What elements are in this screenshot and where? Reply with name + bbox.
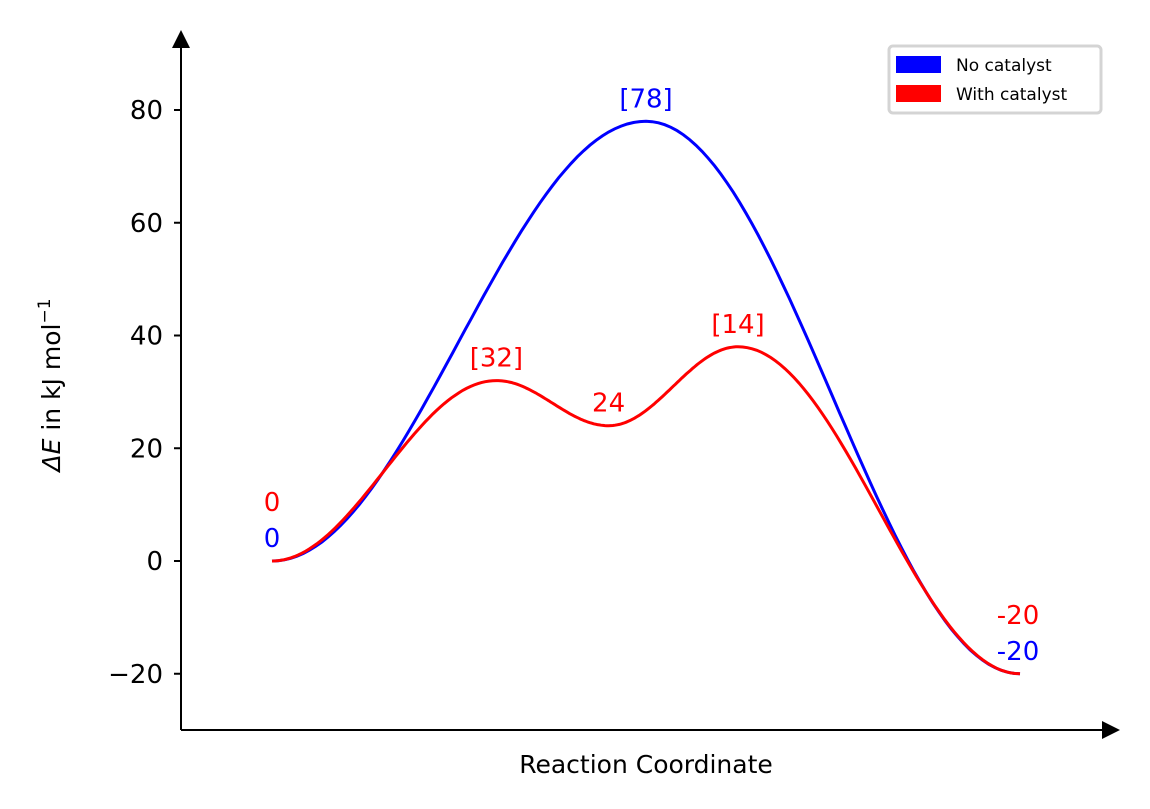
series-line-no-catalyst (271, 119, 1021, 676)
y-axis-arrow (172, 30, 190, 48)
y-tick-label: 0 (146, 547, 163, 577)
annotation-label: [32] (470, 344, 523, 374)
annotation-label: -20 (997, 601, 1039, 631)
y-tick-label: 40 (130, 322, 163, 352)
axes (172, 30, 1120, 739)
legend: No catalyst With catalyst (887, 44, 1103, 115)
annotation-label: [78] (619, 84, 672, 114)
legend-frame (887, 44, 1103, 115)
y-ticks: −20 0 20 40 60 80 (108, 96, 181, 690)
x-axis-arrow (1102, 721, 1120, 739)
annotation-label: 0 (264, 488, 281, 518)
curves (271, 119, 1021, 676)
annotations: [78] [32] 24 [14] 0 0 -20 -20 (264, 84, 1040, 666)
y-axis-label: ΔE in kJ mol−1 (35, 298, 66, 473)
annotation-label: [14] (711, 310, 764, 340)
y-tick-label: −20 (108, 660, 163, 690)
legend-label: With catalyst (956, 85, 1067, 105)
y-tick-label: 20 (130, 434, 163, 464)
annotation-label: 24 (592, 389, 625, 419)
y-label-exponent: −1 (35, 298, 55, 323)
y-label-symbol: ΔE (37, 438, 66, 473)
annotation-label: -20 (997, 637, 1039, 667)
y-tick-label: 60 (130, 209, 163, 239)
y-label-unit: in kJ mol (37, 324, 66, 439)
legend-swatch (896, 85, 941, 102)
annotation-label: 0 (264, 524, 281, 554)
y-tick-label: 80 (130, 96, 163, 126)
legend-swatch (896, 56, 941, 73)
series-line-with-catalyst (271, 345, 1021, 676)
legend-label: No catalyst (956, 56, 1052, 76)
x-axis-label: Reaction Coordinate (519, 750, 773, 779)
